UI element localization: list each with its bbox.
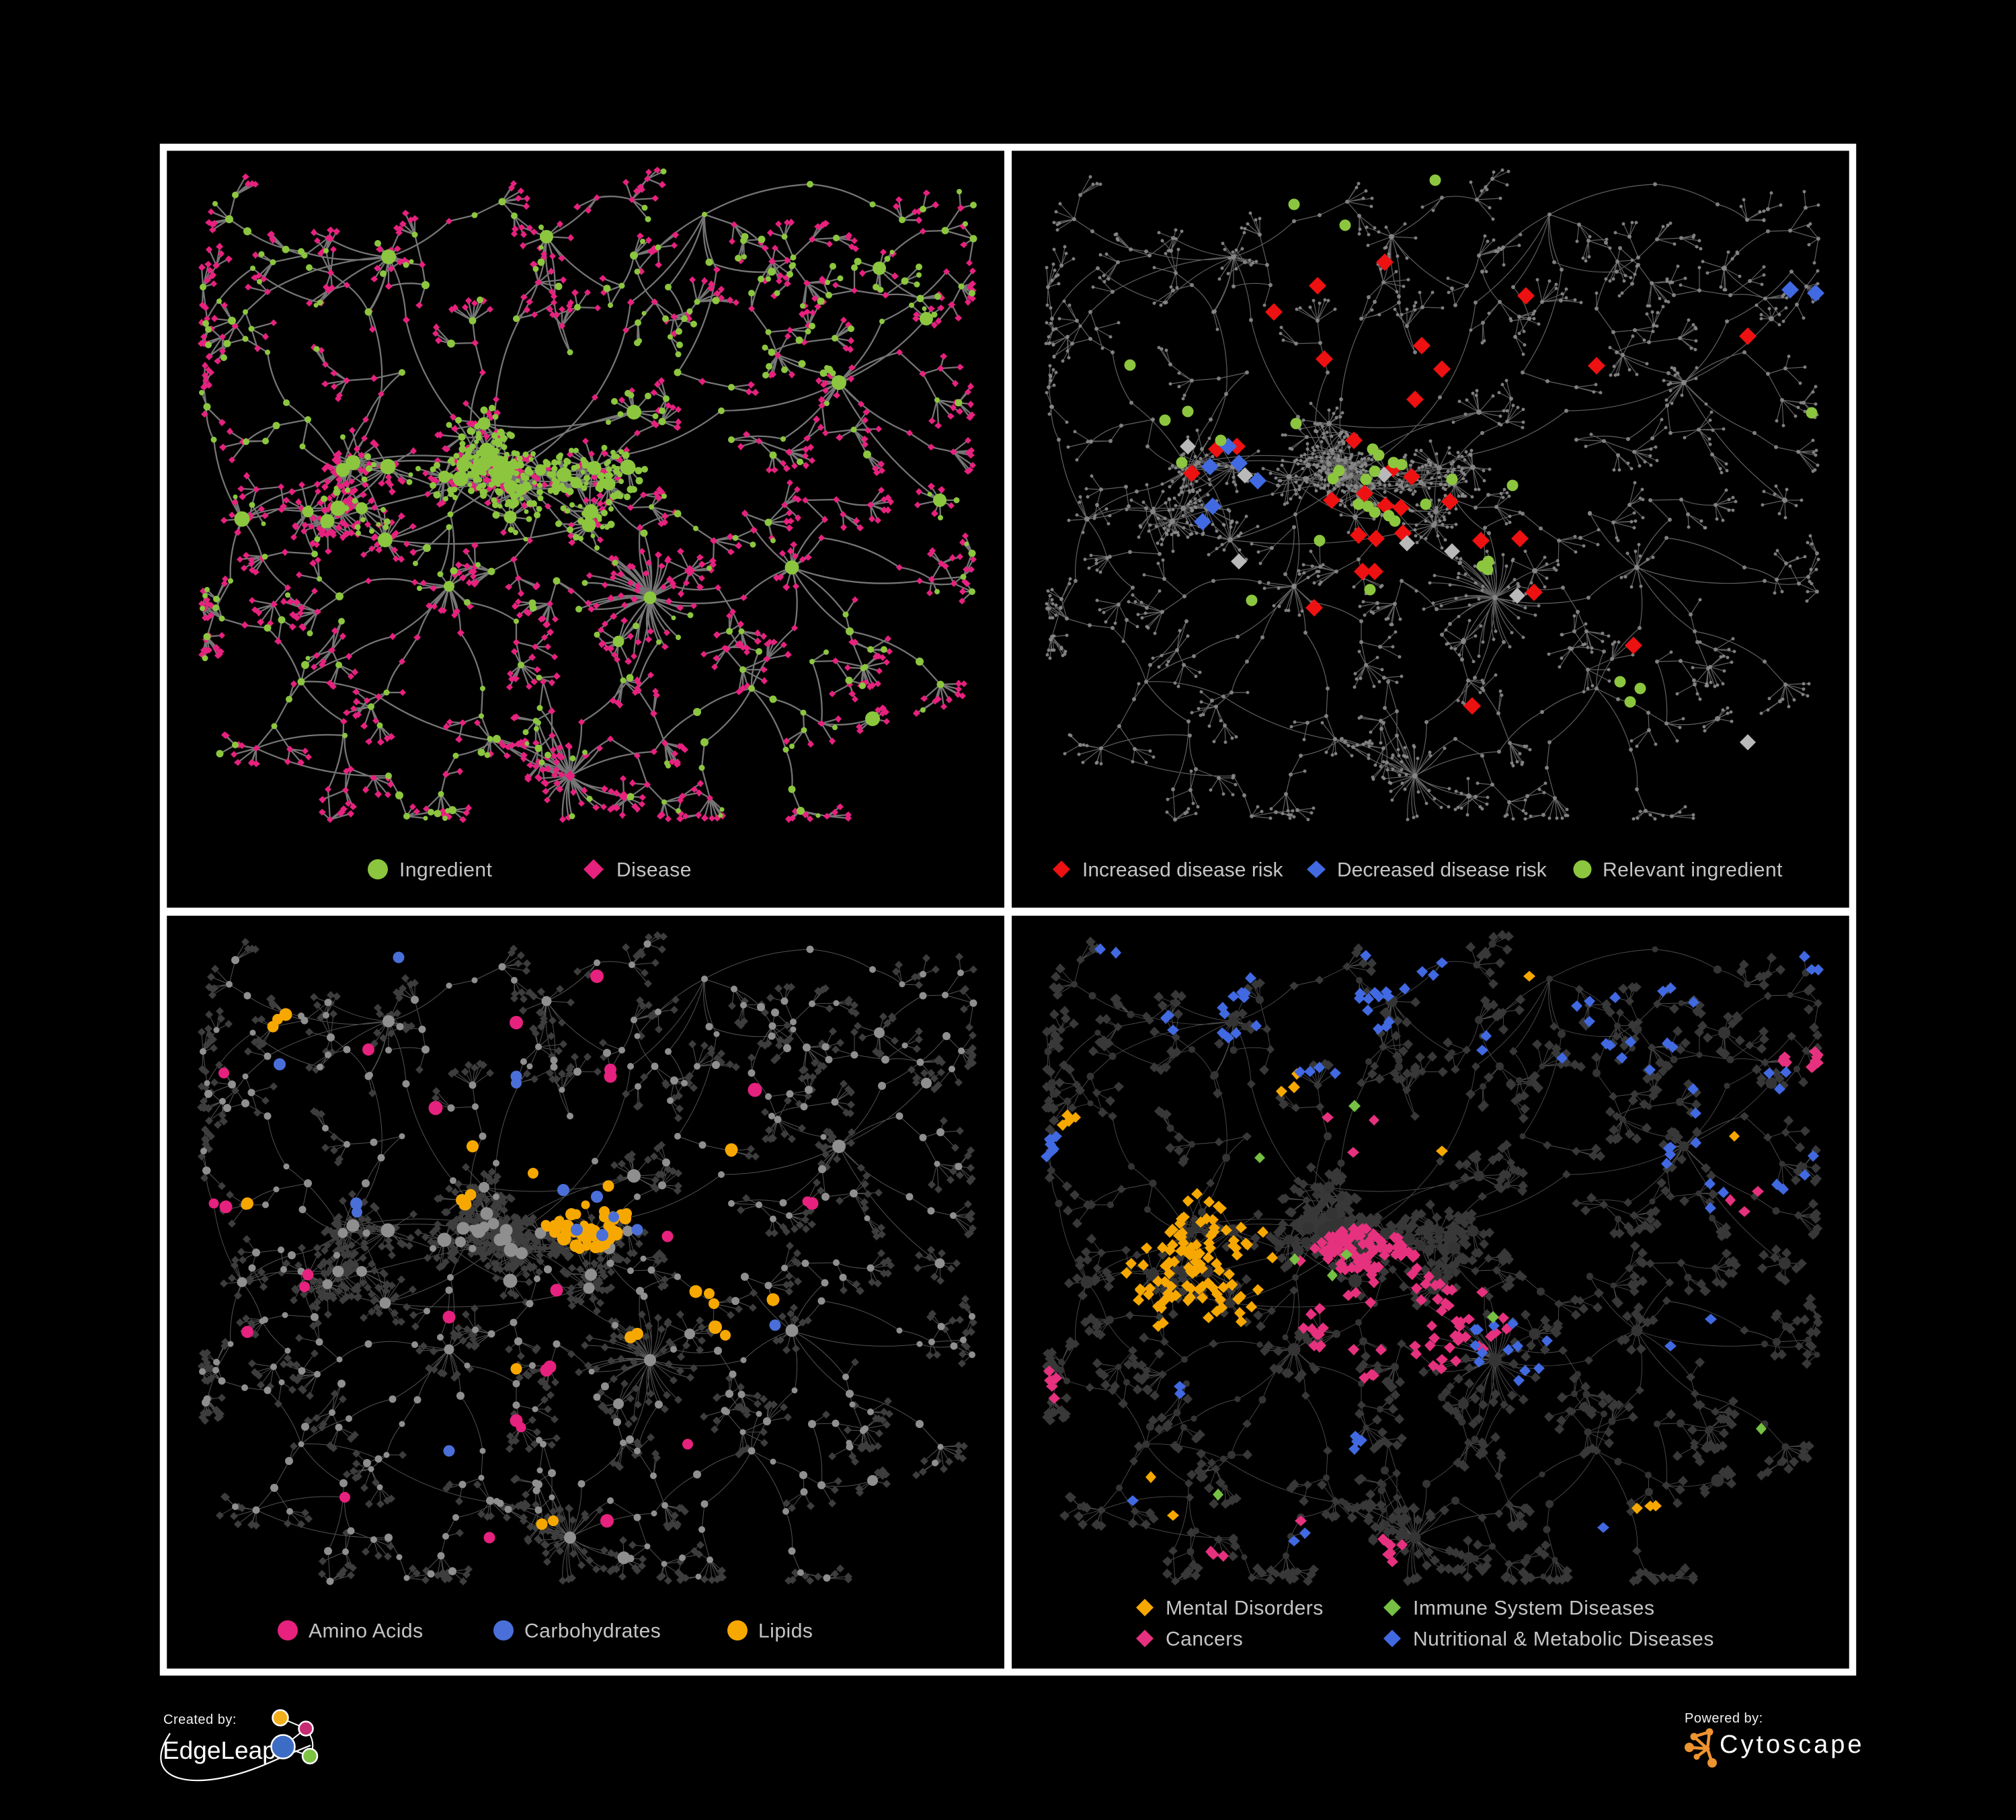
svg-text:Decreased disease risk: Decreased disease risk <box>1337 859 1547 881</box>
svg-text:Increased disease risk: Increased disease risk <box>1082 859 1283 881</box>
svg-text:Amino Acids: Amino Acids <box>309 1620 424 1643</box>
svg-text:Cytoscape: Cytoscape <box>1720 1731 1865 1759</box>
svg-text:Created by:: Created by: <box>163 1712 237 1727</box>
svg-text:Immune System Diseases: Immune System Diseases <box>1413 1597 1654 1620</box>
svg-text:Cancers: Cancers <box>1166 1628 1243 1651</box>
svg-text:EdgeLeap: EdgeLeap <box>163 1737 276 1764</box>
svg-text:Powered by:: Powered by: <box>1685 1711 1763 1726</box>
svg-text:Nutritional & Metabolic Diseas: Nutritional & Metabolic Diseases <box>1413 1628 1714 1651</box>
svg-text:Relevant ingredient: Relevant ingredient <box>1603 859 1783 881</box>
svg-text:Disease: Disease <box>616 859 692 881</box>
svg-text:Ingredient: Ingredient <box>399 859 493 881</box>
svg-text:Carbohydrates: Carbohydrates <box>524 1620 661 1643</box>
svg-text:Lipids: Lipids <box>758 1620 813 1643</box>
svg-text:Mental Disorders: Mental Disorders <box>1166 1597 1324 1620</box>
